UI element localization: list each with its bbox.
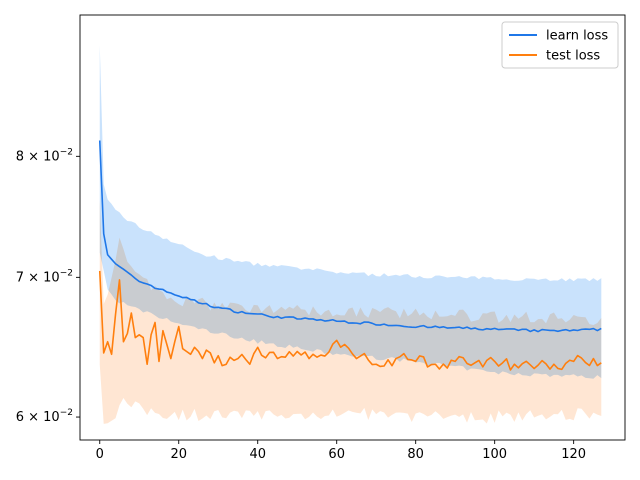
y-tick-label: 6 × 10−2 [16, 408, 73, 425]
plot-frame [79, 14, 626, 441]
x-tick-label: 0 [96, 447, 104, 462]
band-learn-loss [99, 45, 602, 379]
line-test-loss [98, 270, 602, 371]
x-tick-label: 80 [407, 447, 424, 462]
x-tick-label: 100 [482, 447, 507, 462]
series-lines [98, 140, 602, 371]
legend: learn loss test loss [501, 21, 619, 69]
confidence-bands [99, 45, 602, 424]
legend-box [501, 21, 619, 69]
x-tick-label: 60 [328, 447, 345, 462]
x-tick-label: 20 [170, 447, 187, 462]
x-tick-label: 120 [561, 447, 586, 462]
legend-label: learn loss [546, 29, 608, 44]
y-tick-label: 8 × 10−2 [16, 147, 73, 164]
line-learn-loss [98, 140, 602, 333]
x-tick-label: 40 [249, 447, 266, 462]
band-test-loss [99, 200, 602, 424]
legend-label: test loss [546, 49, 600, 64]
y-tick-label: 7 × 10−2 [16, 268, 73, 285]
y-axis: 6 × 10−2 7 × 10−2 8 × 10−2 [16, 147, 80, 425]
x-axis: 0 20 40 60 80 100 120 [96, 440, 586, 462]
